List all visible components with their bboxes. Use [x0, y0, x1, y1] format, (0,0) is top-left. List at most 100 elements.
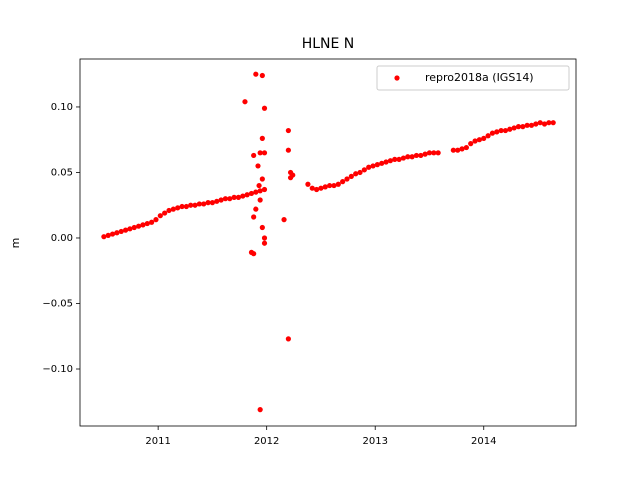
data-point [253, 206, 259, 212]
data-point [259, 224, 265, 231]
data-point [357, 169, 363, 176]
legend-label: repro2018a (IGS14) [425, 71, 534, 84]
data-point [257, 197, 263, 203]
data-point [361, 167, 367, 173]
data-point [136, 223, 142, 229]
data-point [476, 137, 483, 143]
data-point [418, 152, 424, 159]
data-point [259, 135, 265, 142]
data-point [256, 182, 262, 189]
data-point [344, 176, 350, 182]
data-point [481, 135, 487, 142]
data-point [400, 155, 407, 161]
data-point [144, 220, 150, 227]
data-point [463, 144, 469, 151]
data-point [468, 141, 474, 147]
data-point [140, 222, 146, 228]
data-point [257, 150, 263, 156]
data-point [472, 138, 478, 144]
data-point [450, 147, 456, 153]
data-point [335, 181, 341, 187]
data-point [235, 194, 242, 200]
data-point [353, 171, 359, 177]
data-point [261, 150, 268, 156]
data-point [166, 207, 172, 214]
data-point [533, 121, 539, 127]
data-point [331, 182, 337, 189]
data-point [524, 122, 530, 128]
data-point [455, 147, 461, 153]
data-point [188, 202, 194, 208]
data-point [231, 194, 237, 200]
data-point [537, 120, 543, 126]
data-point [485, 133, 491, 139]
data-point [251, 251, 257, 257]
data-point [387, 158, 394, 164]
data-point [546, 120, 552, 126]
data-point [118, 228, 124, 235]
data-point [149, 219, 155, 225]
data-point [218, 197, 224, 203]
data-point [209, 200, 216, 206]
data-point [426, 150, 433, 156]
data-point [192, 202, 198, 208]
data-point [127, 226, 133, 232]
data-point [309, 185, 315, 191]
data-point [550, 120, 556, 126]
data-point [379, 160, 385, 166]
data-point [314, 186, 320, 193]
data-point [459, 146, 465, 152]
data-point [101, 234, 107, 240]
data-point [179, 203, 185, 210]
data-point [507, 126, 513, 132]
data-point [435, 150, 441, 156]
data-point [261, 105, 268, 111]
data-point [261, 186, 268, 193]
y-tick-label: 0.00 [51, 233, 73, 244]
data-point [502, 127, 509, 134]
data-point [257, 407, 263, 413]
y-tick-label: 0.10 [51, 102, 73, 113]
x-tick-label: 2014 [471, 436, 496, 447]
x-tick-label: 2011 [145, 436, 170, 447]
data-point [222, 196, 229, 202]
data-point [392, 156, 398, 162]
data-point [255, 163, 261, 169]
data-point [251, 152, 257, 159]
data-point [322, 184, 328, 190]
data-point [153, 217, 159, 223]
data-point [396, 156, 402, 162]
data-point [494, 129, 500, 135]
data-point [431, 150, 437, 156]
data-point [170, 206, 176, 212]
x-tick-label: 2013 [362, 436, 387, 447]
data-point [114, 230, 120, 236]
data-point [305, 181, 311, 187]
y-tick-label: −0.05 [42, 298, 73, 309]
data-point [287, 175, 294, 181]
data-point [259, 72, 265, 79]
data-point [257, 188, 263, 194]
data-point [498, 127, 504, 134]
data-point [413, 152, 420, 159]
data-point [327, 182, 333, 189]
data-point [157, 213, 163, 219]
data-point [383, 159, 389, 165]
data-point [285, 127, 291, 134]
data-point [251, 214, 257, 220]
data-point [541, 121, 548, 127]
legend-marker [394, 75, 400, 81]
data-point [244, 192, 250, 198]
data-point [175, 205, 181, 211]
data-point [515, 124, 522, 130]
legend-box [376, 65, 570, 91]
data-point [253, 71, 259, 77]
data-point [248, 190, 255, 197]
data-point [122, 227, 129, 233]
data-point [162, 210, 168, 216]
data-point [511, 125, 517, 131]
chart-title: HLNE N [302, 36, 355, 52]
data-point [405, 154, 411, 160]
data-point [242, 99, 248, 105]
